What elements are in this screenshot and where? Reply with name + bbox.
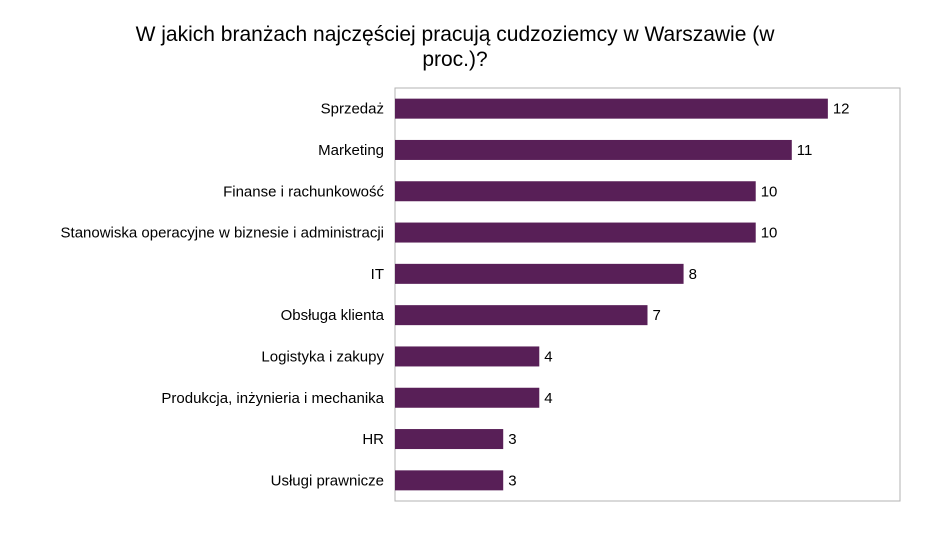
bars-layer: Sprzedaż 12 Marketing 11 Finanse i rachunkow…: [61, 98, 850, 491]
bar: [395, 222, 756, 243]
data-label: 8: [689, 266, 697, 283]
category-label: Marketing: [318, 142, 384, 159]
bar: [395, 305, 648, 326]
data-label: 4: [544, 348, 552, 365]
category-label: Usługi prawnicze: [271, 472, 384, 489]
category-label: Obsługa klienta: [281, 307, 385, 324]
category-label: Logistyka i zakupy: [261, 348, 384, 365]
plot-area-frame: [394, 87, 901, 502]
data-label: 12: [833, 101, 850, 118]
data-label: 4: [544, 390, 552, 407]
data-label: 10: [761, 183, 778, 200]
category-label: HR: [362, 431, 384, 448]
chart-title: W jakich branżach najczęściej pracują cu…: [135, 23, 775, 71]
data-label: 11: [797, 142, 813, 159]
bar: [395, 139, 792, 160]
bar: [395, 387, 540, 408]
category-label: Produkcja, inżynieria i mechanika: [161, 390, 384, 407]
category-label: Sprzedaż: [321, 101, 384, 118]
category-label: Stanowiska operacyjne w biznesie i admin…: [61, 225, 384, 242]
bar: [395, 470, 504, 491]
data-label: 7: [653, 307, 661, 324]
bar: [395, 429, 504, 450]
bar: [395, 346, 540, 367]
data-label: 3: [508, 472, 516, 489]
bar: [395, 181, 756, 202]
bar: [395, 98, 828, 119]
bar: [395, 263, 684, 284]
category-label: IT: [371, 266, 384, 283]
data-label: 10: [761, 225, 778, 242]
category-label: Finanse i rachunkowość: [223, 183, 384, 200]
data-label: 3: [508, 431, 516, 448]
